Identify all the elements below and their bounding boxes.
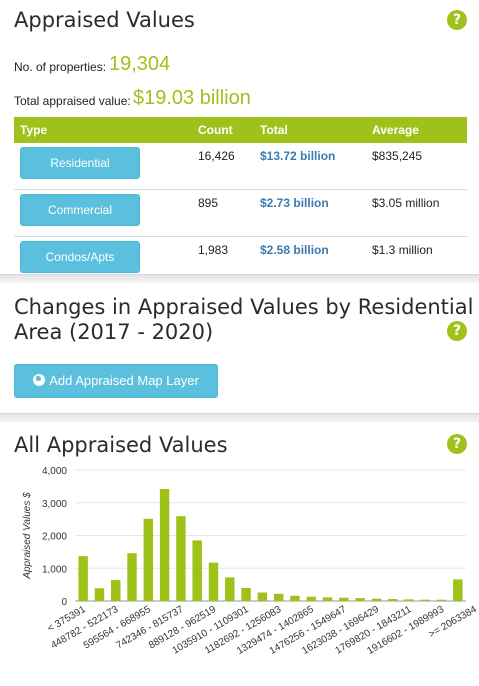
- row-average: $3.05 million: [366, 189, 467, 237]
- properties-count-label: No. of properties:: [14, 60, 107, 74]
- all-values-panel: All Appraised Values ?: [0, 422, 479, 686]
- histogram-bar: [127, 553, 137, 601]
- column-header-total: Total: [254, 117, 366, 143]
- column-header-type: Type: [14, 117, 192, 143]
- y-axis-label: Appraised Values $: [22, 492, 33, 580]
- column-header-average: Average: [366, 117, 467, 143]
- histogram-bar: [241, 587, 251, 601]
- histogram-bar: [225, 577, 235, 601]
- globe-icon: [33, 374, 46, 386]
- histogram-bar: [290, 595, 300, 601]
- histogram-bar: [453, 579, 463, 601]
- column-header-count: Count: [192, 117, 254, 143]
- histogram-bar: [159, 488, 170, 601]
- section-divider: [0, 274, 479, 283]
- row-total: $13.72 billion: [254, 143, 366, 190]
- total-appraised-value: $19.03 billion: [133, 87, 251, 109]
- row-count: 16,426: [192, 143, 254, 190]
- y-tick-label: 4,000: [42, 466, 67, 477]
- histogram-bar: [257, 592, 268, 601]
- histogram-bar: [192, 540, 202, 601]
- all-values-title: All Appraised Values: [14, 433, 228, 457]
- condos-apts-button[interactable]: Condos/Apts: [20, 241, 140, 273]
- appraised-values-table: Type Count Total Average Residential 16,…: [14, 117, 467, 284]
- table-row: Commercial 895 $2.73 billion $3.05 milli…: [14, 189, 467, 237]
- y-tick-label: 0: [61, 597, 67, 608]
- y-tick-label: 2,000: [42, 532, 67, 543]
- table-header-row: Type Count Total Average: [14, 117, 467, 143]
- residential-button[interactable]: Residential: [20, 147, 140, 179]
- help-icon[interactable]: ?: [447, 10, 467, 30]
- properties-count-value: 19,304: [109, 53, 171, 75]
- appraised-values-title: Appraised Values: [14, 8, 195, 32]
- histogram-bar: [306, 596, 316, 601]
- histogram-bar: [387, 599, 398, 601]
- help-icon[interactable]: ?: [447, 434, 467, 454]
- histogram-bar: [78, 556, 88, 601]
- histogram-bar: [371, 598, 382, 601]
- row-count: 895: [192, 189, 254, 237]
- histogram-bar: [94, 588, 105, 601]
- histogram-bar: [420, 599, 430, 601]
- row-average: $835,245: [366, 143, 467, 190]
- table-row: Residential 16,426 $13.72 billion $835,2…: [14, 143, 467, 190]
- y-tick-label: 1,000: [42, 564, 67, 575]
- commercial-button[interactable]: Commercial: [20, 194, 140, 226]
- help-icon[interactable]: ?: [447, 321, 467, 341]
- section-divider: [0, 413, 479, 422]
- add-map-layer-button[interactable]: Add Appraised Map Layer: [14, 364, 218, 398]
- histogram-bar: [208, 562, 219, 601]
- appraised-values-panel: Appraised Values ? No. of properties: 19…: [0, 0, 479, 284]
- total-appraised-label: Total appraised value:: [14, 94, 131, 108]
- histogram-bar: [436, 599, 447, 601]
- add-map-layer-label: Add Appraised Map Layer: [49, 373, 199, 388]
- histogram-bar: [143, 518, 154, 601]
- y-tick-label: 3,000: [42, 499, 67, 510]
- histogram-bar: [176, 516, 186, 601]
- histogram-bar: [273, 593, 284, 601]
- histogram-bar: [404, 599, 414, 601]
- histogram-bar: [111, 580, 121, 601]
- histogram-bar: [355, 598, 365, 601]
- row-total: $2.73 billion: [254, 189, 366, 237]
- changes-title-line2: Area (2017 - 2020): [14, 320, 214, 344]
- histogram-bar: [322, 597, 333, 601]
- changes-title-line1: Changes in Appraised Values by Residenti…: [14, 295, 474, 319]
- histogram-bar: [339, 597, 349, 601]
